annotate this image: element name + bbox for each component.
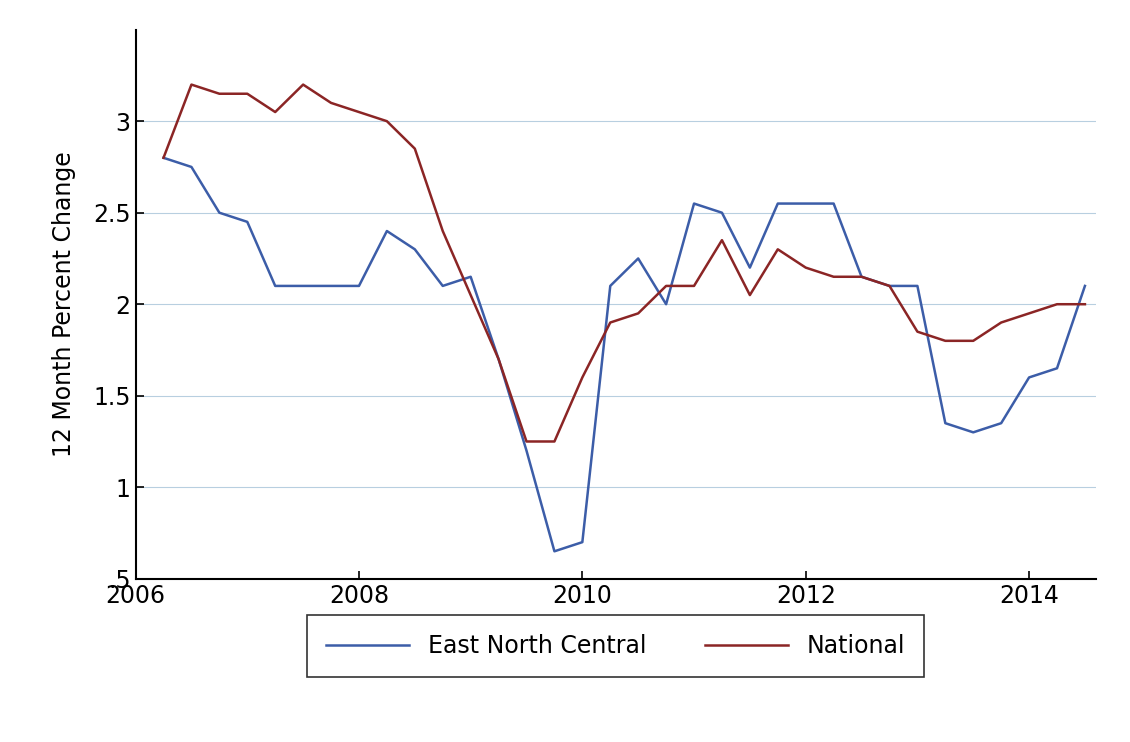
- National: [184, 80, 198, 89]
- East North Central: [464, 272, 478, 281]
- National: [212, 89, 226, 98]
- National: [324, 99, 338, 108]
- East North Central: [241, 217, 254, 226]
- National: [744, 291, 757, 300]
- National: [353, 108, 366, 116]
- East North Central: [157, 154, 171, 162]
- East North Central: [744, 263, 757, 272]
- East North Central: [575, 538, 589, 547]
- Y-axis label: 12 Month Percent Change: 12 Month Percent Change: [52, 151, 77, 457]
- National: [966, 336, 980, 345]
- Line: National: National: [164, 85, 1085, 441]
- East North Central: [1050, 364, 1063, 372]
- National: [380, 116, 393, 125]
- East North Central: [939, 418, 953, 427]
- East North Central: [212, 209, 226, 217]
- National: [603, 318, 617, 327]
- National: [659, 281, 672, 290]
- East North Central: [632, 254, 645, 263]
- East North Central: [1078, 281, 1092, 290]
- East North Central: [353, 281, 366, 290]
- East North Central: [548, 547, 562, 556]
- National: [939, 336, 953, 345]
- National: [799, 263, 812, 272]
- National: [269, 108, 282, 116]
- East North Central: [687, 199, 701, 208]
- National: [827, 272, 841, 281]
- East North Central: [827, 199, 841, 208]
- East North Central: [520, 446, 533, 455]
- East North Central: [436, 281, 450, 290]
- National: [548, 437, 562, 446]
- National: [1078, 300, 1092, 309]
- East North Central: [994, 418, 1008, 427]
- East North Central: [715, 209, 729, 217]
- East North Central: [854, 272, 868, 281]
- East North Central: [603, 281, 617, 290]
- East North Central: [799, 199, 812, 208]
- East North Central: [324, 281, 338, 290]
- National: [771, 245, 784, 254]
- Legend: East North Central, National: East North Central, National: [307, 615, 924, 677]
- National: [911, 327, 924, 336]
- National: [854, 272, 868, 281]
- National: [296, 80, 310, 89]
- East North Central: [296, 281, 310, 290]
- East North Central: [408, 245, 421, 254]
- National: [157, 154, 171, 162]
- National: [1023, 309, 1036, 318]
- Line: East North Central: East North Central: [164, 158, 1085, 551]
- National: [883, 281, 896, 290]
- National: [575, 373, 589, 382]
- National: [520, 437, 533, 446]
- East North Central: [771, 199, 784, 208]
- National: [492, 355, 505, 364]
- National: [241, 89, 254, 98]
- East North Central: [1023, 373, 1036, 382]
- National: [994, 318, 1008, 327]
- National: [408, 144, 421, 153]
- East North Central: [883, 281, 896, 290]
- East North Central: [966, 428, 980, 437]
- East North Central: [492, 355, 505, 364]
- East North Central: [184, 162, 198, 171]
- National: [687, 281, 701, 290]
- National: [436, 226, 450, 235]
- East North Central: [911, 281, 924, 290]
- East North Central: [269, 281, 282, 290]
- East North Central: [380, 226, 393, 235]
- National: [464, 291, 478, 300]
- East North Central: [659, 300, 672, 309]
- National: [715, 236, 729, 245]
- National: [1050, 300, 1063, 309]
- National: [632, 309, 645, 318]
